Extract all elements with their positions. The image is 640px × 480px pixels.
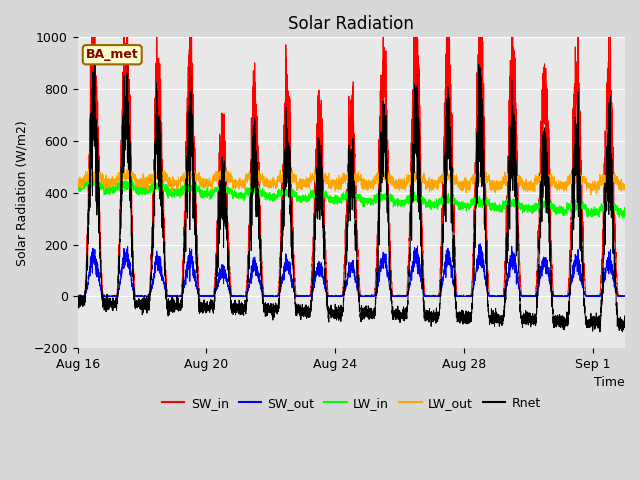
Rnet — [465, 316, 472, 322]
LW_out — [161, 179, 169, 184]
LW_in — [410, 198, 418, 204]
SW_in — [161, 249, 169, 255]
Rnet — [410, 139, 418, 144]
LW_in — [465, 206, 472, 212]
Rnet — [621, 323, 629, 329]
LW_out — [410, 172, 418, 178]
Line: LW_out: LW_out — [77, 166, 625, 195]
SW_in — [621, 293, 629, 299]
Y-axis label: Solar Radiation (W/m2): Solar Radiation (W/m2) — [15, 120, 28, 265]
SW_out — [74, 293, 81, 299]
SW_out — [465, 293, 472, 299]
SW_out — [404, 288, 412, 294]
Rnet — [74, 298, 81, 304]
SW_in — [188, 97, 196, 103]
LW_in — [404, 193, 412, 199]
LW_in — [621, 211, 629, 216]
Line: Rnet: Rnet — [77, 62, 625, 332]
Rnet — [596, 329, 604, 335]
Line: SW_out: SW_out — [77, 244, 625, 296]
SW_in — [404, 263, 412, 269]
LW_out — [587, 192, 595, 198]
SW_out — [124, 250, 131, 255]
SW_out — [410, 254, 418, 260]
LW_in — [90, 174, 97, 180]
LW_in — [188, 188, 196, 194]
Title: Solar Radiation: Solar Radiation — [289, 15, 414, 33]
Text: BA_met: BA_met — [86, 48, 139, 61]
LW_out — [404, 177, 412, 183]
LW_in — [161, 185, 169, 191]
SW_out — [188, 260, 196, 266]
Line: SW_in: SW_in — [77, 0, 625, 296]
LW_in — [124, 187, 131, 192]
X-axis label: Time: Time — [595, 376, 625, 389]
LW_out — [124, 169, 131, 175]
Rnet — [188, 148, 196, 154]
LW_out — [188, 172, 196, 178]
SW_out — [621, 293, 629, 299]
Rnet — [124, 59, 131, 65]
Rnet — [161, 266, 169, 272]
SW_in — [465, 293, 472, 299]
SW_out — [161, 285, 169, 291]
SW_out — [476, 241, 484, 247]
Rnet — [124, 91, 131, 96]
LW_in — [619, 216, 627, 221]
LW_out — [465, 185, 472, 191]
SW_in — [124, 34, 131, 40]
SW_in — [410, 64, 418, 70]
LW_out — [156, 163, 164, 169]
LW_in — [74, 184, 81, 190]
Line: LW_in: LW_in — [77, 177, 625, 218]
LW_out — [621, 181, 629, 187]
Legend: SW_in, SW_out, LW_in, LW_out, Rnet: SW_in, SW_out, LW_in, LW_out, Rnet — [157, 392, 546, 415]
SW_in — [74, 293, 81, 299]
Rnet — [404, 291, 412, 297]
LW_out — [74, 179, 81, 185]
